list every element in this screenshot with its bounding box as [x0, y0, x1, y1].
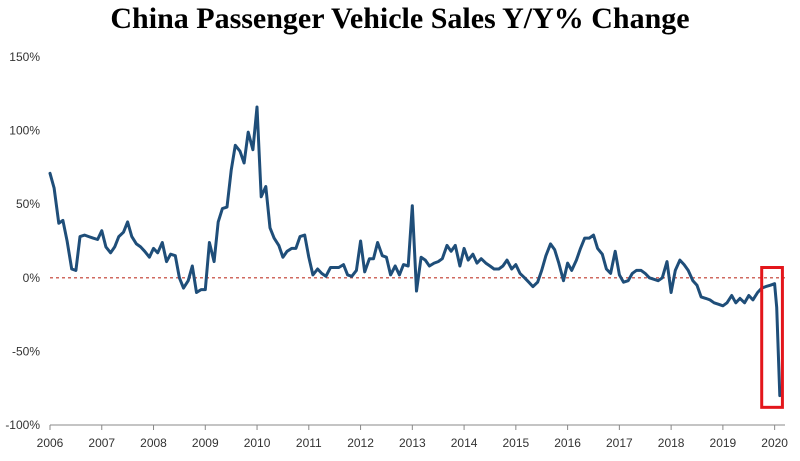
- x-tick-label: 2012: [347, 436, 374, 450]
- x-tick-label: 2020: [761, 436, 788, 450]
- y-axis-ticks: -100% -50% 0% 50% 100% 150%: [5, 50, 40, 432]
- x-tick-label: 2009: [192, 436, 219, 450]
- x-tick-label: 2014: [451, 436, 478, 450]
- x-tick-label: 2007: [88, 436, 115, 450]
- x-tick-label: 2019: [710, 436, 737, 450]
- x-tick-label: 2006: [37, 436, 64, 450]
- y-tick-label: 0%: [23, 271, 41, 285]
- y-tick-label: 50%: [16, 197, 40, 211]
- x-tick-label: 2017: [606, 436, 633, 450]
- x-tick-label: 2018: [658, 436, 685, 450]
- x-tick-label: 2011: [296, 436, 322, 450]
- x-tick-label: 2015: [502, 436, 529, 450]
- x-axis-ticks: 2006 2007 2008 2009 2010 2011 2012 2013 2014 2015…: [37, 425, 788, 450]
- y-tick-label: 100%: [9, 124, 40, 138]
- x-tick-label: 2008: [140, 436, 167, 450]
- x-tick-label: 2016: [554, 436, 581, 450]
- y-tick-label: 150%: [9, 50, 40, 64]
- chart-title: China Passenger Vehicle Sales Y/Y% Chang…: [110, 2, 690, 35]
- series-line-yoy-change: [48, 105, 782, 398]
- x-tick-label: 2013: [399, 436, 426, 450]
- x-tick-label: 2010: [244, 436, 271, 450]
- y-tick-label: -100%: [5, 418, 40, 432]
- y-tick-label: -50%: [12, 344, 40, 358]
- highlight-box-2020: [760, 265, 784, 409]
